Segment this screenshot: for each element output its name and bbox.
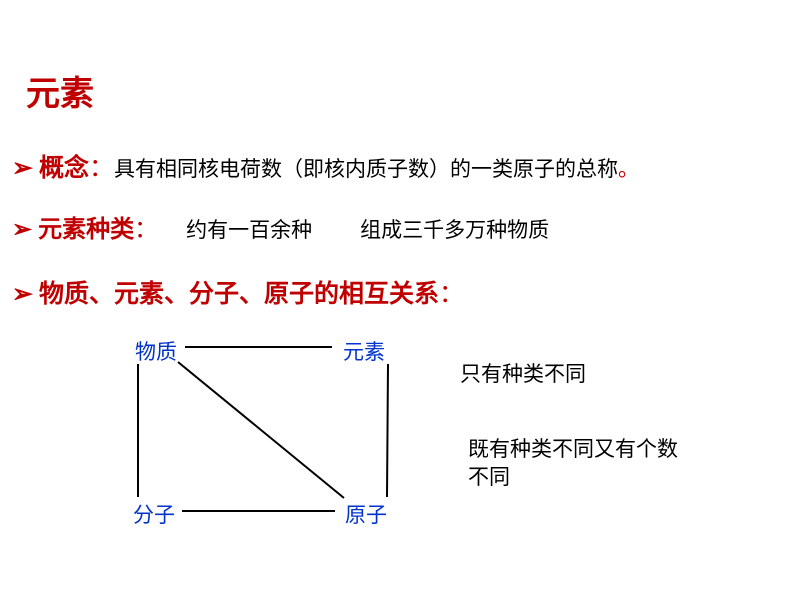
annotation-0: 只有种类不同 [460, 358, 586, 388]
annotation-line-0: 既有种类不同又有个数 [468, 436, 678, 464]
diagram-node-yuansu: 元素 [343, 336, 385, 366]
annotation-1: 既有种类不同又有个数不同 [468, 436, 678, 492]
relationship-diagram-lines [0, 0, 794, 596]
diagram-node-yuanzi: 原子 [345, 499, 387, 529]
diagram-edge-4 [178, 362, 344, 498]
diagram-edge-2 [387, 364, 388, 497]
diagram-node-fenzi: 分子 [133, 499, 175, 529]
annotation-line-1: 不同 [468, 464, 678, 492]
diagram-node-wuzhi: 物质 [135, 336, 177, 366]
annotation-line-0: 只有种类不同 [460, 358, 586, 388]
